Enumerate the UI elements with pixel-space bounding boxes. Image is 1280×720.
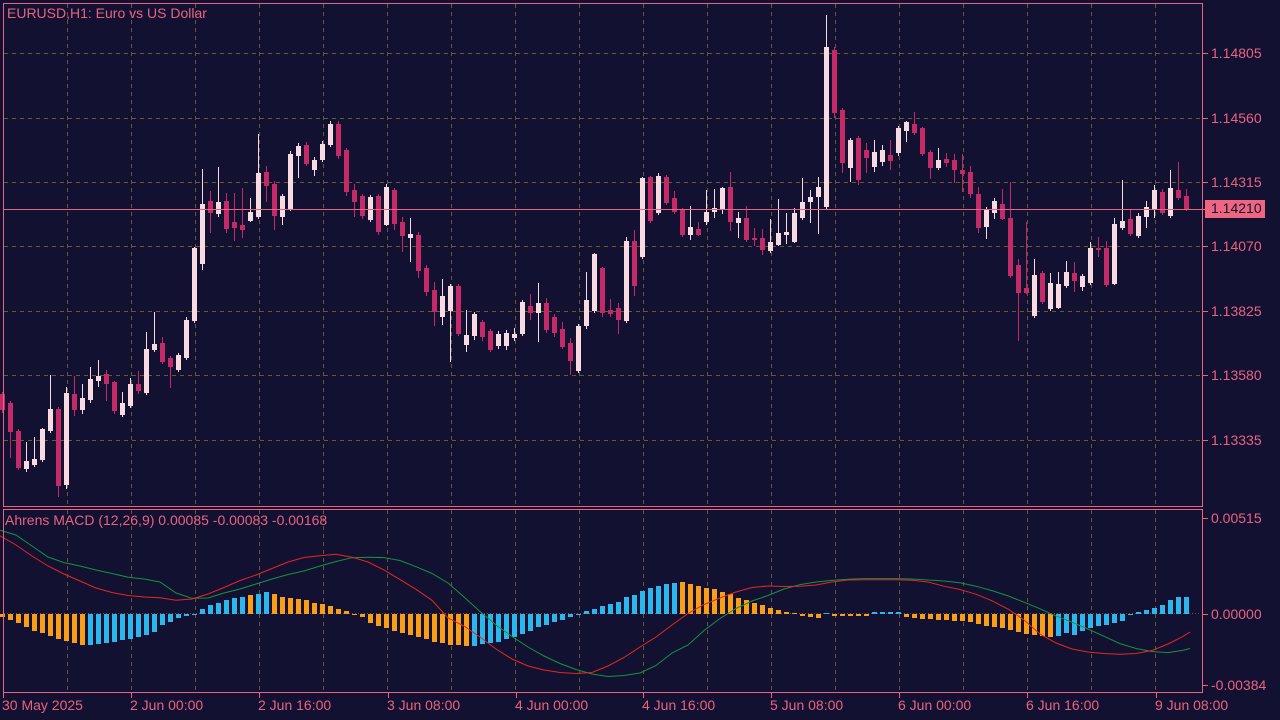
- svg-text:1.13335: 1.13335: [1211, 432, 1262, 448]
- svg-text:6 Jun 16:00: 6 Jun 16:00: [1026, 697, 1099, 713]
- svg-text:4 Jun 16:00: 4 Jun 16:00: [642, 697, 715, 713]
- svg-text:30 May 2025: 30 May 2025: [2, 697, 83, 713]
- svg-text:3 Jun 08:00: 3 Jun 08:00: [387, 697, 460, 713]
- svg-text:0.00000: 0.00000: [1211, 606, 1262, 622]
- svg-text:0.00515: 0.00515: [1211, 510, 1262, 526]
- svg-text:1.14210: 1.14210: [1211, 200, 1262, 216]
- svg-text:1.14805: 1.14805: [1211, 45, 1262, 61]
- svg-text:6 Jun 00:00: 6 Jun 00:00: [898, 697, 971, 713]
- svg-text:1.14070: 1.14070: [1211, 238, 1262, 254]
- svg-text:EURUSD,H1: Euro vs US Dollar: EURUSD,H1: Euro vs US Dollar: [7, 5, 207, 21]
- svg-text:2 Jun 16:00: 2 Jun 16:00: [258, 697, 331, 713]
- svg-text:1.14560: 1.14560: [1211, 110, 1262, 126]
- svg-text:Ahrens MACD (12,26,9) 0.00085: Ahrens MACD (12,26,9) 0.00085 -0.00083 -…: [5, 512, 327, 528]
- svg-text:4 Jun 00:00: 4 Jun 00:00: [515, 697, 588, 713]
- svg-text:1.14315: 1.14315: [1211, 174, 1262, 190]
- svg-text:-0.00384: -0.00384: [1211, 677, 1266, 693]
- svg-text:5 Jun 08:00: 5 Jun 08:00: [770, 697, 843, 713]
- svg-text:1.13825: 1.13825: [1211, 303, 1262, 319]
- svg-text:2 Jun 00:00: 2 Jun 00:00: [130, 697, 203, 713]
- svg-text:9 Jun 08:00: 9 Jun 08:00: [1155, 697, 1228, 713]
- svg-text:1.13580: 1.13580: [1211, 367, 1262, 383]
